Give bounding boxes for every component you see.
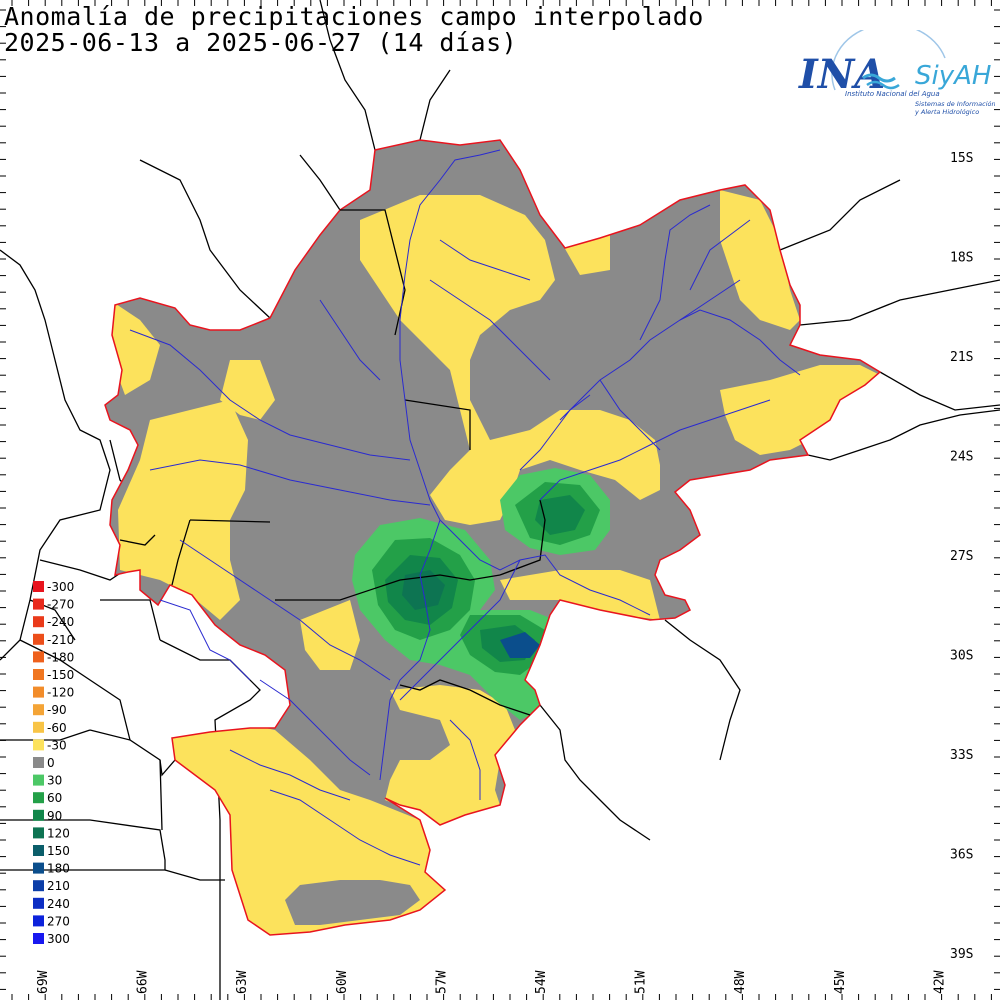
longitude-label: 51W bbox=[634, 970, 649, 994]
longitude-label: 63W bbox=[235, 970, 250, 994]
legend-label: 90 bbox=[47, 809, 62, 823]
legend-swatch bbox=[33, 669, 44, 680]
legend-label: -240 bbox=[47, 615, 74, 629]
longitude-label: 48W bbox=[733, 970, 748, 994]
logo-subtitle2: Sistemas de Información bbox=[915, 100, 995, 108]
legend-label: 180 bbox=[47, 862, 70, 876]
legend-swatch bbox=[33, 721, 44, 733]
legend-label: 300 bbox=[47, 932, 70, 946]
legend-label: 0 bbox=[47, 756, 55, 770]
anomaly-positive bbox=[352, 468, 610, 720]
legend-swatch bbox=[33, 774, 44, 786]
legend-swatch bbox=[33, 633, 44, 645]
legend-label: 60 bbox=[47, 791, 62, 805]
logo-wave-icon bbox=[862, 73, 896, 83]
map-date-range: 2025-06-13 a 2025-06-27 (14 días) bbox=[4, 28, 518, 57]
legend-label: -120 bbox=[47, 686, 74, 700]
legend-swatch bbox=[33, 598, 44, 610]
legend-swatch bbox=[33, 915, 44, 927]
longitude-labels: 69W 66W 63W 60W 57W 54W 51W 48W 45W 42W bbox=[36, 970, 947, 994]
latitude-label: 36S bbox=[950, 848, 973, 863]
map-title: Anomalía de precipitaciones campo interp… bbox=[4, 2, 704, 31]
legend-swatch bbox=[33, 704, 44, 716]
latitude-label: 15S bbox=[950, 151, 973, 166]
basin-outline bbox=[104, 139, 882, 936]
ina-siyah-logo: INA SiyAH Instituto Nacional del Agua Si… bbox=[798, 30, 995, 116]
legend-label: 240 bbox=[47, 897, 70, 911]
legend-label: -210 bbox=[47, 633, 74, 647]
latitude-label: 30S bbox=[950, 649, 973, 664]
latitude-label: 24S bbox=[950, 450, 973, 465]
legend-swatch bbox=[33, 880, 44, 892]
legend-swatch bbox=[33, 809, 44, 821]
legend-label: 270 bbox=[47, 914, 70, 928]
legend-label: 210 bbox=[47, 879, 70, 893]
legend-swatch bbox=[33, 792, 44, 804]
logo-wave2-icon bbox=[866, 80, 900, 90]
longitude-label: 45W bbox=[833, 970, 848, 994]
latitude-label: 39S bbox=[950, 947, 973, 962]
legend-swatch bbox=[33, 897, 44, 909]
longitude-label: 42W bbox=[932, 970, 947, 994]
legend-swatch bbox=[33, 933, 44, 944]
legend-label: -30 bbox=[47, 738, 67, 752]
anomaly-zero-south bbox=[285, 880, 420, 925]
legend-label: 150 bbox=[47, 844, 70, 858]
longitude-label: 54W bbox=[534, 970, 549, 994]
legend-swatch bbox=[33, 581, 44, 592]
legend-swatch bbox=[33, 739, 44, 751]
legend-label: -300 bbox=[47, 580, 74, 594]
logo-subtitle3: y Alerta Hidrológico bbox=[914, 108, 979, 116]
legend-label: -270 bbox=[47, 598, 74, 612]
legend-swatch bbox=[33, 827, 44, 839]
longitude-label: 69W bbox=[36, 970, 51, 994]
legend-label: -150 bbox=[47, 668, 74, 682]
latitude-label: 33S bbox=[950, 748, 973, 763]
latitude-label: 27S bbox=[950, 549, 973, 564]
legend-label: -90 bbox=[47, 703, 67, 717]
legend-swatch bbox=[33, 686, 44, 698]
longitude-label: 60W bbox=[335, 970, 350, 994]
latitude-label: 21S bbox=[950, 350, 973, 365]
legend-swatch bbox=[33, 651, 44, 663]
longitude-label: 57W bbox=[434, 970, 449, 994]
rivers bbox=[129, 149, 801, 866]
legend-label: -60 bbox=[47, 721, 67, 735]
latitude-label: 18S bbox=[950, 251, 973, 266]
legend-swatch bbox=[33, 845, 44, 856]
color-legend: -300-270-240-210-180-150-120-90-60-30030… bbox=[33, 580, 74, 946]
longitude-label: 66W bbox=[136, 970, 151, 994]
logo-swoosh-icon bbox=[831, 30, 946, 91]
logo-subtitle1: Instituto Nacional del Agua bbox=[845, 90, 940, 98]
legend-swatch bbox=[33, 616, 44, 628]
legend-label: -180 bbox=[47, 650, 74, 664]
legend-label: 120 bbox=[47, 826, 70, 840]
logo-product: SiyAH bbox=[915, 61, 991, 91]
legend-label: 30 bbox=[47, 774, 62, 788]
legend-swatch bbox=[33, 862, 44, 874]
legend-swatch bbox=[33, 757, 44, 768]
latitude-labels: 15S 18S 21S 24S 27S 30S 33S 36S 39S bbox=[950, 151, 973, 962]
